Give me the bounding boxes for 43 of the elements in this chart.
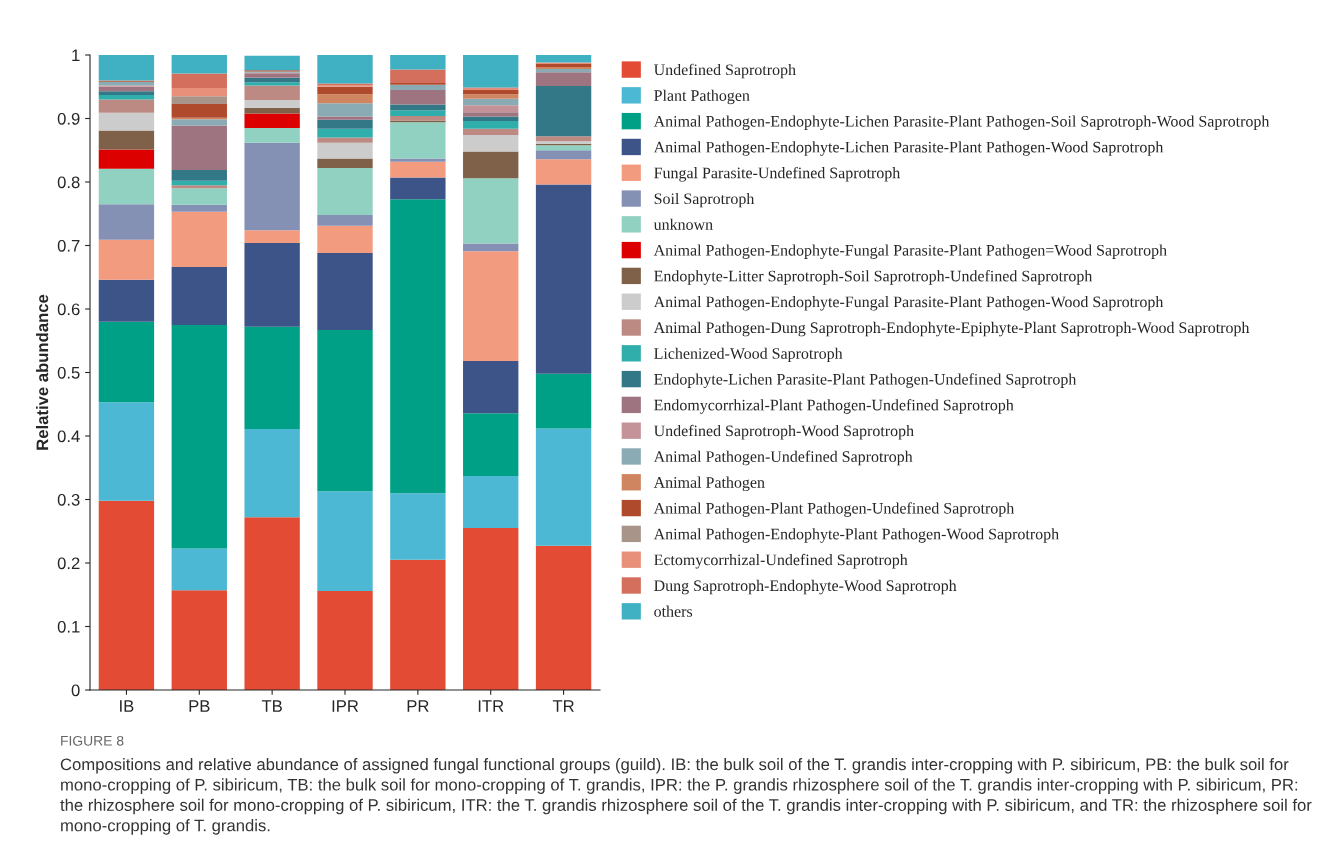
x-tick-label: IPR — [332, 700, 359, 712]
legend-label: Plant Pathogen — [654, 89, 750, 105]
legend-label: Lichenized-Wood Saprotroph — [654, 347, 843, 363]
legend-label: Animal Pathogen-Endophyte-Lichen Parasite-Plant Pathogen-Soil Saprotroph-Wood Saprotroph — [653, 115, 1270, 130]
x-tick-label: TR — [552, 700, 574, 712]
x-tick-label: PR — [407, 700, 429, 712]
legend-label: others — [654, 605, 693, 617]
y-tick-label: 0.7 — [57, 239, 80, 252]
y-tick-label: 0.1 — [57, 620, 80, 633]
y-tick-label: 0.9 — [57, 112, 80, 125]
y-tick-label: 0.6 — [57, 303, 80, 316]
legend-label: Animal Pathogen-Endophyte-Fungal Parasite-Plant Pathogen=Wood Saprotroph — [653, 244, 1167, 259]
legend-label: Animal Pathogen-Endophyte-Plant Pathogen-Wood Saprotroph — [653, 528, 1059, 543]
y-tick-label: 1 — [72, 49, 80, 62]
legend-label: Animal Pathogen-Endophyte-Lichen Parasite-Plant Pathogen-Wood Saprotroph — [653, 141, 1164, 156]
x-tick-label: IB — [120, 700, 134, 712]
legend-label: Animal Pathogen-Plant Pathogen-Undefined Saprotroph — [653, 502, 1015, 517]
x-tick-label: PB — [189, 700, 210, 712]
legend-label: Endophyte-Litter Saprotroph-Soil Saprotroph-Undefined Saprotroph — [654, 270, 1093, 285]
legend-label: Animal Pathogen-Endophyte-Fungal Parasite-Plant Pathogen-Wood Saprotroph — [653, 296, 1164, 311]
legend-label: Animal Pathogen-Dung Saprotroph-Endophyte-Epiphyte-Plant Saprotroph-Wood Saprotroph — [653, 321, 1250, 337]
x-tick-label: ITR — [478, 700, 504, 712]
y-tick-label: 0 — [71, 684, 80, 697]
y-tick-label: 0.4 — [57, 430, 80, 443]
legend-label: Undefined Saprotroph — [653, 63, 796, 79]
legend-label: Endomycorrhizal-Plant Pathogen-Undefined Saprotroph — [654, 399, 1014, 414]
y-axis-title: Relative abundance — [36, 294, 49, 450]
x-tick-label: TB — [261, 700, 282, 712]
y-tick-label: 0.3 — [57, 493, 80, 506]
legend-label: Animal Pathogen-Undefined Saprotroph — [653, 450, 913, 466]
legend-label: unknown — [653, 218, 713, 230]
legend-label: Endophyte-Lichen Parasite-Plant Pathogen-Undefined Saprotroph — [654, 373, 1077, 388]
legend-label: Dung Saprotroph-Endophyte-Wood Saprotroph — [654, 579, 957, 595]
legend-label: Undefined Saprotroph-Wood Saprotroph — [653, 424, 914, 440]
y-tick-label: 0.2 — [57, 557, 80, 570]
legend-label: Ectomycorrhizal-Undefined Saprotroph — [654, 553, 908, 569]
caption: FIGURE 8 — [61, 735, 124, 746]
text: Compositions and relative abundance of assigned fungal functional groups (guild). IB: the bulk soil of the T. grandis inter-cropping with P. sibiricum, PB: the bulk soil for mono-cropping of P. sibiricum, TB: the bulk soil for mono-cropping of T. grandis, IPR: the P. grandis rhizosphere soil of the T. grandis inter-cropping with P. sibiricum, PR: the rhizosphere soil for mono-cropping of P. sibiricum, ITR: the T. grandis rhizosphere soil of the T. grandis inter-cropping with P. sibiricum, and TR: the rhizosphere soil for mono-cropping of T. grandis. — [60, 758, 1312, 835]
y-tick-label: 0.5 — [57, 366, 80, 379]
legend-label: Animal Pathogen — [653, 476, 765, 492]
y-tick-label: 0.8 — [57, 176, 80, 189]
legend-label: Soil Saprotroph — [654, 192, 755, 208]
legend-label: Fungal Parasite-Undefined Saprotroph — [654, 166, 901, 182]
